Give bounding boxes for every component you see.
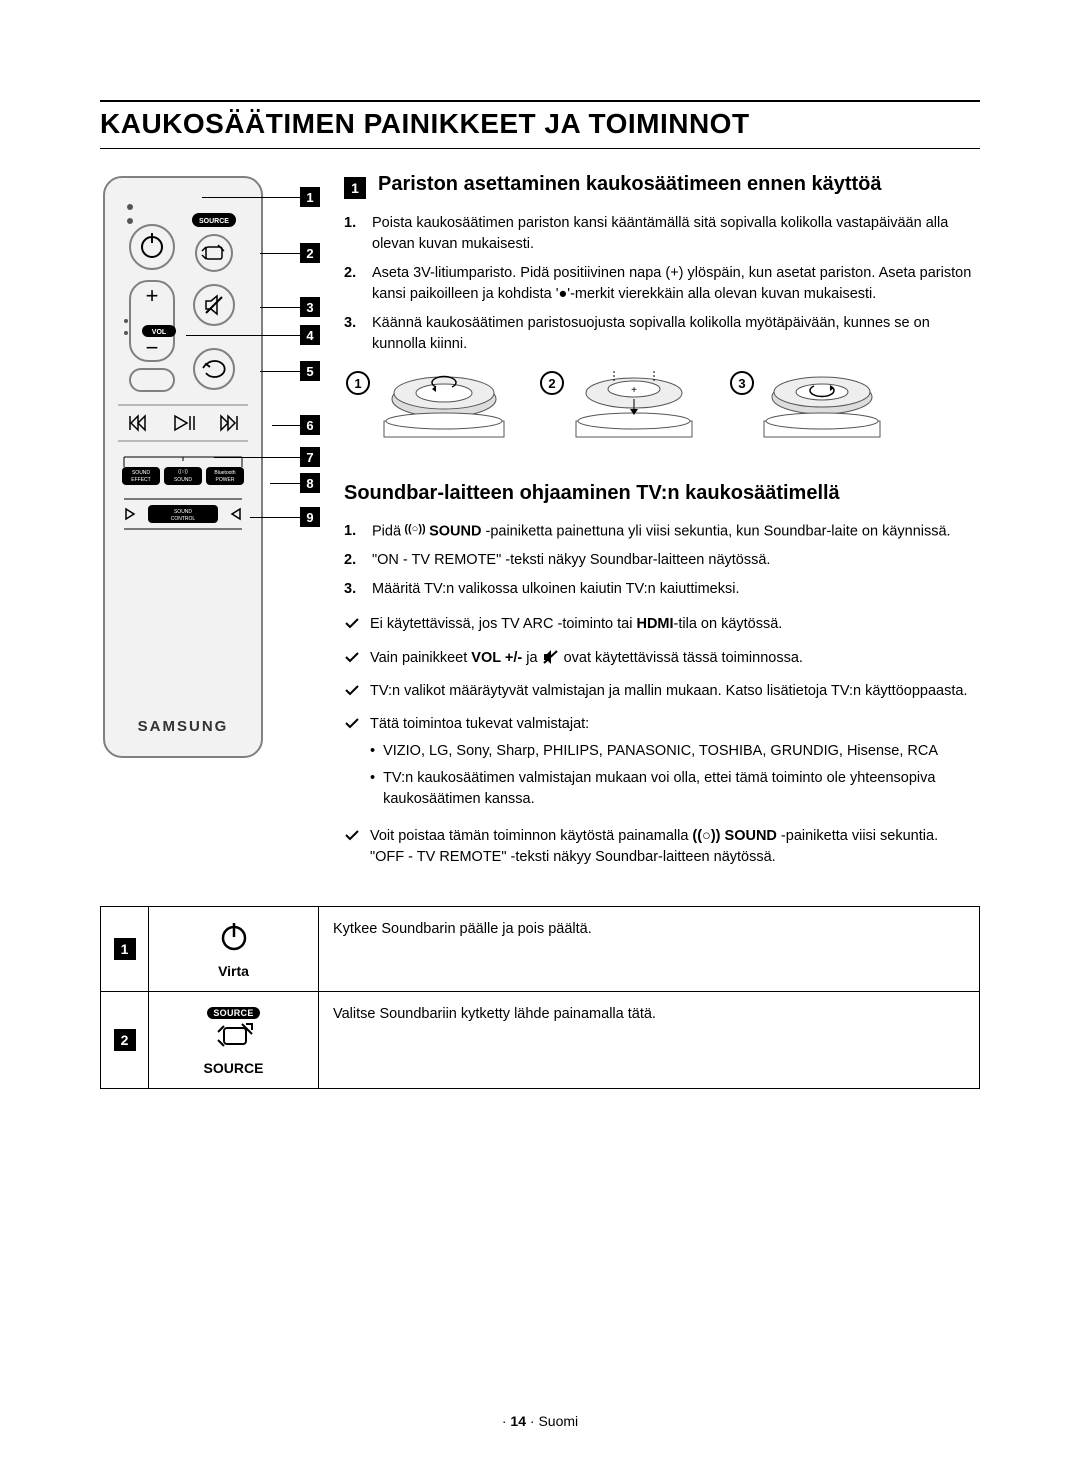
- check-icon: [344, 681, 360, 704]
- step-text: Määritä TV:n valikossa ulkoinen kaiutin …: [372, 579, 740, 600]
- svg-text:+: +: [631, 385, 637, 396]
- check-item-body: Tätä toimintoa tukevat valmistajat:•VIZI…: [370, 714, 980, 816]
- step-num: 2.: [344, 550, 362, 571]
- step-text: "ON - TV REMOTE" -teksti näkyy Soundbar-…: [372, 550, 770, 571]
- check-item-body: Voit poistaa tämän toiminnon käytöstä pa…: [370, 826, 938, 868]
- svg-text:((○)): ((○)): [405, 523, 425, 535]
- sound-icon: ((○)): [405, 521, 425, 542]
- callout-5: 5: [300, 361, 320, 381]
- svg-text:VOL: VOL: [152, 329, 167, 336]
- step-text: Aseta 3V-litiumparisto. Pidä positiivine…: [372, 263, 980, 305]
- step-num: 3.: [344, 313, 362, 355]
- text-column: 1 Pariston asettaminen kaukosäätimeen en…: [344, 173, 980, 878]
- row-num: 2: [114, 1029, 136, 1051]
- remote-diagram: SOURCE + − VOL: [100, 173, 290, 778]
- svg-text:CONTROL: CONTROL: [171, 516, 196, 522]
- section-b-steps: 1. Pidä ((○)) SOUND -painiketta painettu…: [344, 521, 980, 600]
- svg-text:1: 1: [354, 376, 361, 391]
- remote-source-label: SOURCE: [199, 218, 229, 225]
- callout-6: 6: [300, 415, 320, 435]
- check-list: Ei käytettävissä, jos TV ARC -toiminto t…: [344, 614, 980, 867]
- remote-column: SOURCE + − VOL: [100, 173, 320, 878]
- check-item-body: Vain painikkeet VOL +/- ja ovat käytettä…: [370, 648, 803, 671]
- row-icon-cell: SOURCE SOURCE: [149, 991, 319, 1088]
- power-icon: [217, 919, 251, 953]
- section-b-heading: Soundbar-laitteen ohjaaminen TV:n kaukos…: [344, 482, 980, 505]
- step-num: 3.: [344, 579, 362, 600]
- row-label: SOURCE: [159, 1060, 308, 1076]
- step-text: Pidä ((○)) SOUND -painiketta painettuna …: [372, 521, 951, 542]
- check-icon: [344, 648, 360, 671]
- step-text: Käännä kaukosäätimen paristosuojusta sop…: [372, 313, 980, 355]
- callout-1: 1: [300, 187, 320, 207]
- svg-text:EFFECT: EFFECT: [131, 477, 150, 483]
- svg-text:Bluetooth: Bluetooth: [214, 470, 235, 476]
- check-icon: [344, 826, 360, 868]
- svg-text:((○)): ((○)): [178, 469, 188, 475]
- svg-text:POWER: POWER: [216, 477, 235, 483]
- source-pill-icon: SOURCE: [207, 1007, 259, 1019]
- table-row: 1 Virta Kytkee Soundbarin päälle ja pois…: [101, 906, 980, 991]
- page-footer: · 14 · Suomi: [0, 1413, 1080, 1429]
- svg-text:SAMSUNG: SAMSUNG: [138, 718, 229, 735]
- svg-text:3: 3: [738, 376, 745, 391]
- callout-2: 2: [300, 243, 320, 263]
- svg-text:−: −: [146, 335, 159, 360]
- row-desc: Kytkee Soundbarin päälle ja pois päältä.: [319, 906, 980, 991]
- battery-figures: 1 2 + 3: [344, 369, 980, 454]
- row-label: Virta: [159, 963, 308, 979]
- callout-4: 4: [300, 325, 320, 345]
- svg-text:2: 2: [548, 376, 555, 391]
- check-icon: [344, 714, 360, 816]
- callout-9: 9: [300, 507, 320, 527]
- check-item-body: Ei käytettävissä, jos TV ARC -toiminto t…: [370, 614, 782, 637]
- callout-2: 3: [300, 297, 320, 317]
- svg-text:+: +: [146, 283, 159, 308]
- step-text: Poista kaukosäätimen pariston kansi kään…: [372, 213, 980, 255]
- check-item-body: TV:n valikot määräytyvät valmistajan ja …: [370, 681, 967, 704]
- step-num: 1.: [344, 213, 362, 255]
- section-a-heading: Pariston asettaminen kaukosäätimeen enne…: [378, 173, 882, 196]
- check-icon: [344, 614, 360, 637]
- section-a-num: 1: [344, 177, 366, 199]
- svg-text:SOUND: SOUND: [132, 470, 150, 476]
- main-content-row: SOURCE + − VOL: [100, 173, 980, 878]
- callout-8: 8: [300, 473, 320, 493]
- svg-text:SOUND: SOUND: [174, 477, 192, 483]
- row-desc: Valitse Soundbariin kytketty lähde paina…: [319, 991, 980, 1088]
- step-num: 2.: [344, 263, 362, 305]
- table-row: 2 SOURCE SOURCE Valitse Soundbariin kytk…: [101, 991, 980, 1088]
- section-a-steps: 1.Poista kaukosäätimen pariston kansi kä…: [344, 213, 980, 355]
- callout-7: 7: [300, 447, 320, 467]
- page-title: KAUKOSÄÄTIMEN PAINIKKEET JA TOIMINNOT: [100, 100, 980, 149]
- row-num: 1: [114, 938, 136, 960]
- source-icon: [214, 1020, 254, 1050]
- button-table: 1 Virta Kytkee Soundbarin päälle ja pois…: [100, 906, 980, 1089]
- row-icon-cell: Virta: [149, 906, 319, 991]
- svg-text:SOUND: SOUND: [174, 509, 192, 515]
- step-num: 1.: [344, 521, 362, 542]
